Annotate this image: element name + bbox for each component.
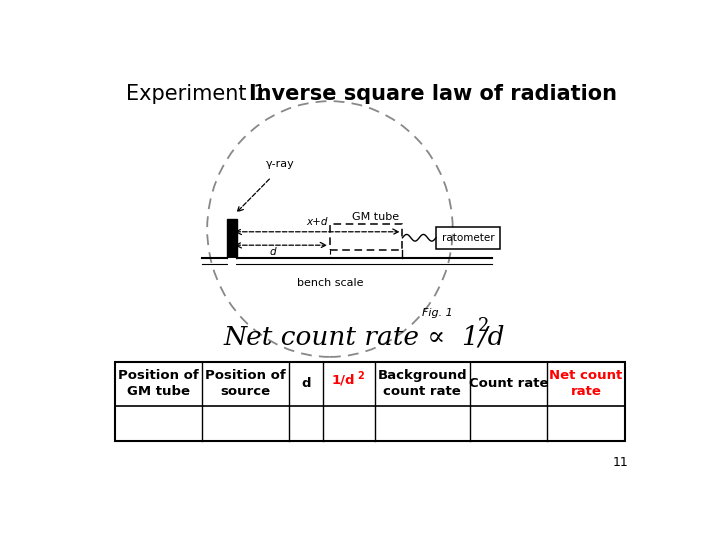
- Text: x+d: x+d: [306, 217, 328, 227]
- Text: Background
count rate: Background count rate: [377, 369, 467, 399]
- Text: Experiment 1: Experiment 1: [126, 84, 280, 104]
- Text: Net count rate ∝  1/d: Net count rate ∝ 1/d: [224, 325, 505, 349]
- Text: 2: 2: [478, 316, 489, 334]
- Text: γ-ray: γ-ray: [266, 159, 294, 168]
- Bar: [436, 227, 500, 248]
- Text: ratometer: ratometer: [442, 233, 495, 243]
- Text: Fig. 1: Fig. 1: [422, 308, 453, 319]
- Text: bench scale: bench scale: [297, 278, 363, 288]
- Text: 11: 11: [613, 456, 629, 469]
- Text: Net count
rate: Net count rate: [549, 369, 623, 399]
- Bar: [227, 219, 237, 258]
- Bar: [115, 362, 624, 441]
- Text: 2: 2: [358, 370, 364, 381]
- Text: d: d: [301, 377, 310, 390]
- Text: Position of
GM tube: Position of GM tube: [118, 369, 199, 399]
- Text: Inverse square law of radiation: Inverse square law of radiation: [249, 84, 617, 104]
- Bar: [330, 224, 402, 250]
- Text: Position of
source: Position of source: [205, 369, 286, 399]
- Text: 1/d: 1/d: [331, 374, 355, 387]
- Text: GM tube: GM tube: [352, 212, 400, 222]
- Text: d: d: [270, 247, 276, 257]
- Bar: [228, 258, 235, 285]
- Text: Count rate: Count rate: [469, 377, 548, 390]
